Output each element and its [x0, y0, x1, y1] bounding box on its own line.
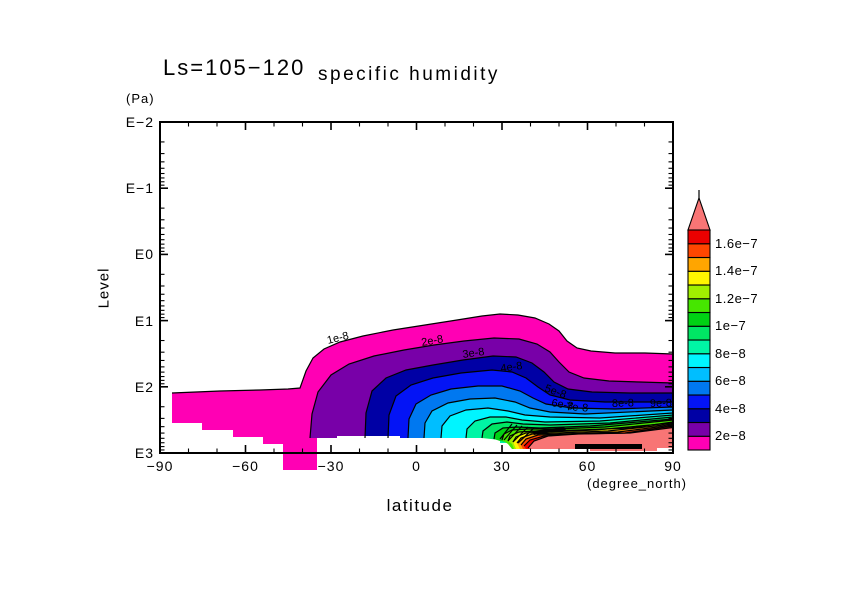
y-tick-label: E−1	[125, 180, 154, 196]
colorbar-cell	[687, 243, 711, 259]
y-tick-label: E−2	[125, 114, 154, 130]
dense-contour-line	[512, 426, 529, 443]
colorbar-label: 6e−8	[715, 373, 747, 388]
y-tick-label: E1	[134, 313, 154, 329]
contour-line-4e-8	[387, 369, 673, 439]
contour-value-label: 1e-8	[326, 330, 350, 347]
x-tick-label: 30	[493, 458, 511, 474]
colorbar-cell	[687, 353, 711, 369]
plot-area: 1e-8 2e-83e-84e-85e-86e-87e-8 8e-8 9e-8	[159, 121, 674, 470]
colorbar-cell	[687, 325, 711, 341]
colorbar-cell	[687, 229, 711, 245]
colorbar-label: 1.6e−7	[715, 236, 759, 251]
contour-value-label: 9e-8	[650, 397, 672, 410]
contour-line-1e-7	[493, 418, 674, 440]
contour-value-label: 8e-8	[612, 397, 634, 410]
plot-title-variable: specific humidity	[318, 64, 500, 85]
colorbar-cell	[687, 298, 711, 314]
colorbar-cell	[687, 421, 711, 437]
colorbar-label: 1.2e−7	[715, 291, 759, 306]
contour-line-1.7e-7	[527, 426, 674, 449]
x-tick-label: −90	[146, 458, 174, 474]
y-axis-label: Level	[95, 267, 113, 309]
colorbar-over-triangle	[687, 196, 711, 231]
contour-line-6e-8	[423, 397, 674, 439]
x-axis-label: latitude	[386, 496, 454, 515]
colorbar-label: 8e−8	[715, 346, 747, 361]
colorbar-cell	[687, 408, 711, 424]
x-tick-label: −30	[317, 458, 345, 474]
contour-value-label: 6e-8	[550, 397, 574, 413]
contour-line-5e-8	[407, 385, 674, 439]
dense-contour-line	[503, 424, 518, 441]
plot-title-ls: Ls=105−120	[163, 55, 306, 80]
colorbar-cell	[687, 339, 711, 355]
contour-line-1.5e-7	[520, 424, 674, 446]
y-tick-label: E2	[134, 379, 154, 395]
colorbar-cell	[687, 394, 711, 410]
terrain-mask	[337, 436, 443, 454]
contour-line-3e-8	[364, 355, 673, 439]
colorbar-cell	[687, 435, 711, 451]
contour-value-label: 4e-8	[500, 360, 523, 375]
contour-line-2e-8	[309, 337, 674, 439]
y-tick-label: E0	[134, 246, 154, 262]
contour-line-8e-8	[465, 414, 674, 439]
contour-value-label: 7e-8	[566, 401, 589, 415]
contour-line-7e-8	[440, 407, 674, 439]
contour-line-1e-8	[171, 313, 674, 394]
x-axis-unit: (degree_north)	[587, 476, 687, 491]
colorbar-cell	[687, 270, 711, 286]
x-tick-label: 90	[664, 458, 682, 474]
x-tick-label: 0	[412, 458, 421, 474]
colorbar-cell	[687, 284, 711, 300]
colorbar-label: 1e−7	[715, 318, 747, 333]
dense-contour-line	[507, 425, 523, 442]
contour-line-9e-8	[481, 416, 674, 439]
dense-contour-line	[499, 423, 513, 440]
dense-contour-blob	[532, 427, 566, 435]
contour-value-label: 2e-8	[420, 333, 444, 349]
colorbar-cell	[687, 380, 711, 396]
colorbar-label: 1.4e−7	[715, 263, 759, 278]
contour-value-label: 3e-8	[462, 346, 485, 361]
colorbar-label: 4e−8	[715, 401, 747, 416]
colorbar-cell	[687, 311, 711, 327]
dense-contour-blob	[575, 444, 642, 449]
contour-line-1.4e-7	[516, 423, 674, 444]
y-tick-label: E3	[134, 445, 154, 461]
colorbar-label: 2e−8	[715, 428, 747, 443]
colorbar-cell	[687, 366, 711, 382]
y-axis-unit: (Pa)	[126, 91, 155, 106]
x-tick-label: 60	[578, 458, 597, 474]
dense-contour-line	[517, 427, 535, 444]
colorbar-cell	[687, 256, 711, 272]
x-tick-label: −60	[232, 458, 259, 474]
